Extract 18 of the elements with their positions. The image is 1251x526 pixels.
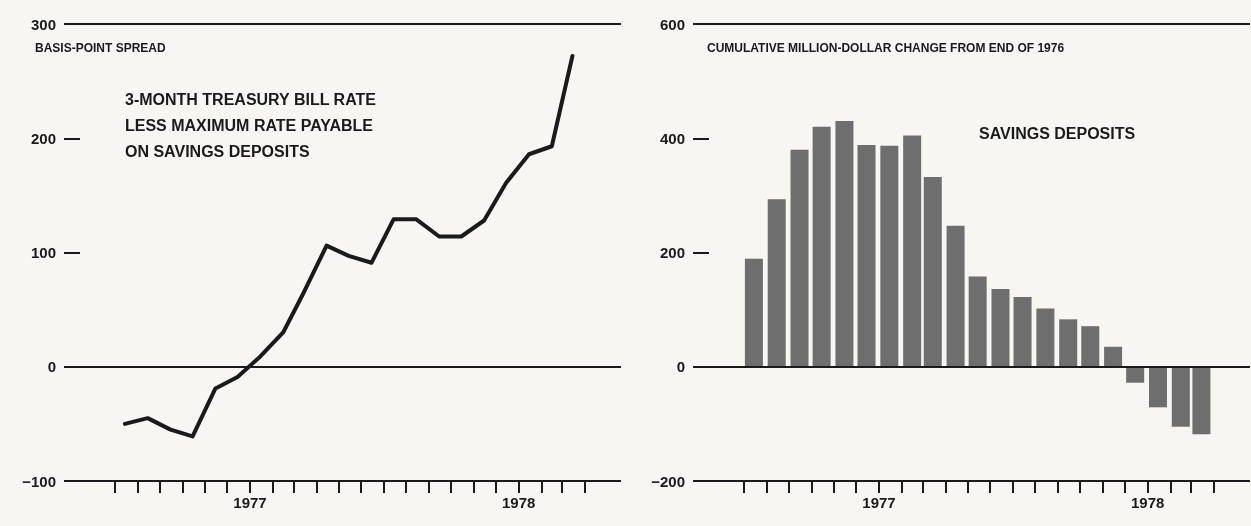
y-tick-label: 0 bbox=[47, 358, 56, 376]
y-tick-label: 400 bbox=[659, 129, 685, 147]
y-tick-label: 100 bbox=[30, 244, 56, 261]
y-tick-label: 200 bbox=[30, 129, 56, 147]
y-axis-title: BASIS-POINT SPREAD bbox=[35, 41, 167, 55]
x-tick-label: 1977 bbox=[862, 494, 896, 511]
y-axis-title: CUMULATIVE MILLION-DOLLAR CHANGE FROM END OF 1976 bbox=[707, 41, 1065, 55]
text: 3-MONTH TREASURY BILL RATE LESS MAXIMUM RATE PAYABLE ON SAVINGS DEPOSITS bbox=[125, 90, 381, 160]
y-tick-label: 300 bbox=[30, 15, 56, 33]
y-tick-label: 200 bbox=[659, 244, 685, 261]
x-tick-label: 1978 bbox=[502, 494, 536, 511]
text: SAVINGS DEPOSITS bbox=[979, 124, 1136, 142]
y-tick-label: 600 bbox=[659, 15, 685, 33]
x-tick-label: 1978 bbox=[1131, 494, 1165, 511]
x-tick-label: 1977 bbox=[233, 494, 267, 511]
y-tick-label: −200 bbox=[651, 472, 685, 490]
y-tick-label: −100 bbox=[22, 472, 56, 490]
y-tick-label: 0 bbox=[676, 358, 685, 376]
